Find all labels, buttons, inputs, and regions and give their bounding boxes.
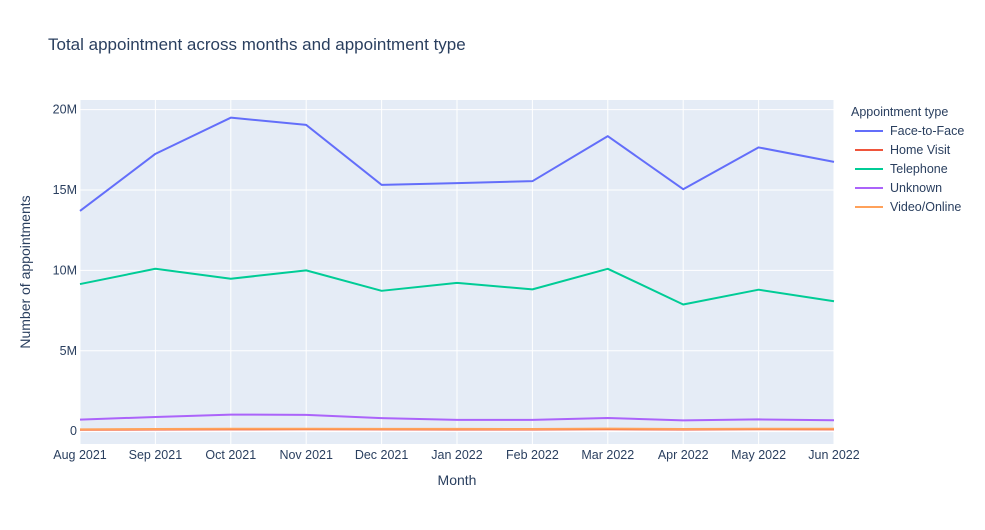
x-tick-label: Apr 2022 <box>658 448 709 462</box>
y-tick-label: 15M <box>53 183 77 197</box>
x-tick-label: Jun 2022 <box>808 448 859 462</box>
x-tick-labels: Aug 2021 Sep 2021 Oct 2021 Nov 2021 Dec 2021… <box>53 448 860 462</box>
y-tick-label: 0 <box>70 424 77 438</box>
legend-label: Unknown <box>890 181 942 195</box>
chart-title: Total appointment across months and appo… <box>48 35 466 54</box>
x-axis-title: Month <box>438 472 477 488</box>
y-axis-title: Number of appointments <box>17 195 33 348</box>
x-tick-label: Feb 2022 <box>506 448 559 462</box>
x-tick-label: Aug 2021 <box>53 448 107 462</box>
x-tick-label: Jan 2022 <box>431 448 482 462</box>
x-tick-label: Sep 2021 <box>129 448 183 462</box>
x-tick-label: Dec 2021 <box>355 448 409 462</box>
y-tick-label: 10M <box>53 263 77 277</box>
legend-label: Telephone <box>890 162 948 176</box>
series-line-video-online <box>80 429 834 430</box>
legend-label: Face-to-Face <box>890 124 964 138</box>
x-tick-label: Oct 2021 <box>205 448 256 462</box>
x-tick-label: Nov 2021 <box>279 448 333 462</box>
x-tick-label: May 2022 <box>731 448 786 462</box>
legend-label: Video/Online <box>890 200 961 214</box>
legend-title: Appointment type <box>851 105 948 119</box>
y-tick-label: 5M <box>60 344 77 358</box>
legend-label: Home Visit <box>890 143 951 157</box>
y-tick-label: 20M <box>53 103 77 117</box>
x-tick-label: Mar 2022 <box>581 448 634 462</box>
